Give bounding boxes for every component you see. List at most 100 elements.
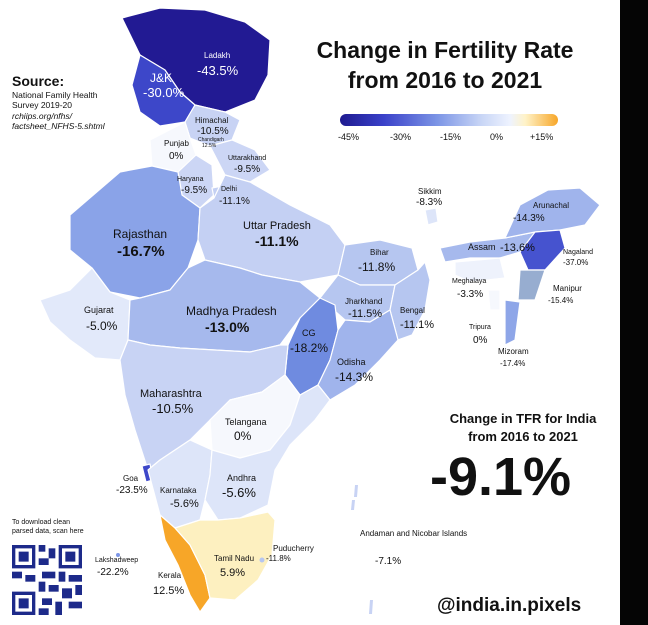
label-meghalaya-name: Meghalaya <box>452 278 487 285</box>
label-maharashtra-name: Maharashtra <box>140 388 202 400</box>
label-andaman-name: Andaman and Nicobar Islands <box>360 529 468 538</box>
label-delhi-name: Delhi <box>221 186 237 193</box>
label-meghalaya-value: -3.3% <box>457 289 484 300</box>
legend-tick: -45% <box>338 132 360 142</box>
summary-value: -9.1% <box>430 447 572 507</box>
label-assam-value: -13.6% <box>500 242 535 254</box>
label-assam-name: Assam <box>468 242 496 252</box>
label-andaman-value: -7.1% <box>375 556 402 567</box>
label-punjab-name: Punjab <box>164 139 189 148</box>
label-up-name: Uttar Pradesh <box>243 220 311 232</box>
label-mizoram-name: Mizoram <box>498 347 529 356</box>
label-jharkhand-value: -11.5% <box>348 308 383 320</box>
label-himachal-value: -10.5% <box>197 126 229 137</box>
label-kerala-value: 12.5% <box>153 585 185 597</box>
author-handle[interactable]: @india.in.pixels <box>437 595 582 616</box>
summary-line-2: from 2016 to 2021 <box>468 429 578 444</box>
label-up-value: -11.1% <box>255 233 299 249</box>
label-arunachal-value: -14.3% <box>513 213 545 224</box>
label-telangana-value: 0% <box>234 429 252 443</box>
label-manipur-name: Manipur <box>553 284 582 293</box>
label-cg-value: -18.2% <box>290 341 329 355</box>
label-tripura-value: 0% <box>473 335 488 346</box>
label-telangana-name: Telangana <box>225 417 267 427</box>
source-line: Survey 2019-20 <box>12 100 73 110</box>
label-gujarat-name: Gujarat <box>84 305 114 315</box>
source-heading: Source: <box>12 73 65 89</box>
label-mp-name: Madhya Pradesh <box>186 304 277 318</box>
andaman-islands <box>351 485 373 614</box>
source-line: National Family Health <box>12 90 98 100</box>
label-himachal-name: Himachal <box>195 116 229 125</box>
legend-color-bar <box>340 114 558 126</box>
label-goa-name: Goa <box>123 474 139 483</box>
state-tripura <box>487 289 501 311</box>
label-bengal-value: -11.1% <box>400 319 435 331</box>
puducherry-dot <box>259 557 265 563</box>
label-haryana-value: -9.5% <box>181 185 208 196</box>
title-line-2: from 2016 to 2021 <box>347 67 543 93</box>
label-karnataka-name: Karnataka <box>160 486 197 495</box>
label-sikkim-name: Sikkim <box>418 187 442 196</box>
map-canvas: Change in Fertility Rate from 2016 to 20… <box>0 0 620 625</box>
label-mp-value: -13.0% <box>205 319 250 335</box>
label-uttarakhand-value: -9.5% <box>234 164 261 175</box>
title-line-1: Change in Fertility Rate <box>316 37 574 63</box>
label-jharkhand-name: Jharkhand <box>345 297 383 306</box>
label-bihar-name: Bihar <box>370 248 389 257</box>
label-chandigarh-name: Chandigarh <box>198 137 224 143</box>
label-bihar-value: -11.8% <box>358 260 396 274</box>
download-line-2: parsed data, scan here <box>12 528 84 535</box>
label-karnataka-value: -5.6% <box>170 498 199 510</box>
label-ladakh-name: Ladakh <box>204 51 231 60</box>
label-andhra-value: -5.6% <box>222 485 256 500</box>
download-line-1: To download clean <box>12 519 70 526</box>
label-arunachal-name: Arunachal <box>533 201 570 210</box>
state-tn <box>174 511 276 601</box>
lakshadweep-dot <box>116 553 120 557</box>
label-lakshadweep-name: Lakshadweep <box>95 557 139 564</box>
label-rajasthan-name: Rajasthan <box>113 227 168 241</box>
source-url: factsheet_NFHS-5.shtml <box>12 121 105 131</box>
label-uttarakhand-name: Uttarakhand <box>228 155 267 162</box>
india-map <box>39 7 601 614</box>
label-haryana-name: Haryana <box>177 176 204 183</box>
qr-code-icon[interactable] <box>12 545 82 615</box>
legend-tick: -30% <box>390 132 412 142</box>
state-sikkim <box>424 207 439 226</box>
state-mizoram <box>504 299 521 346</box>
state-meghalaya <box>454 257 506 283</box>
label-andhra-name: Andhra <box>227 473 257 483</box>
state-odisha <box>317 309 399 401</box>
label-lakshadweep-value: -22.2% <box>97 567 129 578</box>
label-jk-name: J&K <box>150 71 173 85</box>
label-tn-value: 5.9% <box>220 567 246 579</box>
label-jk-value: -30.0% <box>143 85 185 100</box>
label-mizoram-value: -17.4% <box>500 359 526 368</box>
label-kerala-name: Kerala <box>158 571 182 580</box>
label-delhi-value: -11.1% <box>219 196 250 207</box>
label-puducherry-name: Puducherry <box>273 544 314 553</box>
label-goa-value: -23.5% <box>116 485 148 496</box>
label-odisha-value: -14.3% <box>335 370 374 384</box>
label-ladakh-value: -43.5% <box>197 63 239 78</box>
label-rajasthan-value: -16.7% <box>117 243 165 260</box>
label-gujarat-value: -5.0% <box>86 319 118 333</box>
state-up <box>197 174 346 283</box>
summary-line-1: Change in TFR for India <box>449 411 597 426</box>
state-andhra <box>204 384 331 521</box>
label-sikkim-value: -8.3% <box>416 197 443 208</box>
label-odisha-name: Odisha <box>337 357 366 367</box>
label-tn-name: Tamil Nadu <box>214 554 255 563</box>
legend-tick: -15% <box>440 132 462 142</box>
state-manipur <box>517 269 546 301</box>
label-maharashtra-value: -10.5% <box>152 401 194 416</box>
legend-tick: 0% <box>490 132 504 142</box>
label-punjab-value: 0% <box>169 151 184 162</box>
source-url: rchiips.org/nfhs/ <box>12 111 72 121</box>
label-nagaland-value: -37.0% <box>563 258 589 267</box>
label-cg-name: CG <box>302 328 316 338</box>
label-nagaland-name: Nagaland <box>563 249 593 256</box>
label-tripura-name: Tripura <box>469 324 491 331</box>
label-manipur-value: -15.4% <box>548 296 574 305</box>
